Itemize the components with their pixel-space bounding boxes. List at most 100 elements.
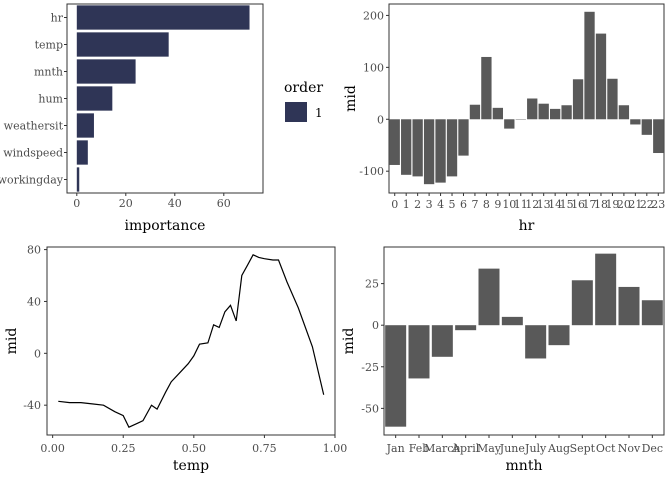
mnth-bar [641, 300, 663, 326]
x-tick-label: Feb [409, 442, 430, 455]
legend-label: 1 [315, 106, 323, 120]
x-tick-label: 1.00 [323, 442, 348, 455]
hr-bar [401, 119, 412, 175]
x-tick-label: 17 [583, 198, 597, 211]
x-tick-label: March [424, 442, 460, 455]
hr-bar [423, 119, 435, 185]
x-tick-label: 10 [502, 198, 516, 211]
mnth-bar [385, 325, 407, 427]
x-tick-label: 11 [514, 198, 528, 211]
hr-bar [504, 119, 515, 129]
x-tick-label: 18 [594, 198, 608, 211]
x-tick-label: 12 [525, 198, 539, 211]
y-tick-label: -25 [361, 361, 379, 374]
panel-border [66, 3, 264, 194]
x-axis-title: temp [173, 458, 209, 474]
importance-bar [76, 113, 94, 138]
y-tick-label: -50 [361, 402, 379, 415]
y-tick-label: 25 [365, 278, 379, 291]
y-tick-label: hum [38, 93, 63, 106]
importance-legend: order 1 [284, 80, 323, 122]
x-tick-label: 40 [168, 197, 182, 210]
y-tick-label: 40 [27, 295, 41, 308]
x-tick-label: 19 [605, 198, 619, 211]
hr-bar [435, 119, 446, 183]
y-tick-label: 200 [363, 9, 384, 22]
x-tick-label: 20 [119, 197, 133, 210]
hr-bar [389, 119, 400, 165]
hr-bar [458, 119, 469, 156]
hr-bar [549, 108, 561, 120]
mnth-bar [571, 280, 593, 326]
y-tick-label: 0 [34, 347, 41, 360]
mnth-bar [455, 325, 477, 331]
x-tick-label: 60 [217, 197, 231, 210]
temp-panel: -40 0 40 80 0.00 0.25 0.50 0.75 1.00 temp mid [4, 244, 347, 474]
importance-bar [76, 167, 80, 192]
x-tick-label: 8 [483, 198, 490, 211]
panel-border [383, 246, 665, 436]
x-axis-title: importance [125, 218, 206, 234]
mnth-bar [408, 325, 430, 379]
y-tick-label: -100 [359, 165, 384, 178]
hr-bar [412, 119, 423, 177]
x-tick-label: 15 [560, 198, 574, 211]
y-tick-label: weathersit [4, 120, 64, 133]
importance-bar [76, 5, 250, 30]
x-tick-label: 3 [426, 198, 433, 211]
mnth-bar [478, 268, 500, 326]
importance-panel: hr temp mnth hum weathersit windspeed workingd… [0, 3, 264, 234]
y-tick-label: 0 [372, 319, 379, 332]
hr-bar [527, 98, 538, 120]
x-tick-label: 22 [640, 198, 654, 211]
panel-border [388, 3, 665, 194]
hr-bar [653, 119, 664, 154]
x-tick-label: Oct [596, 442, 616, 455]
x-tick-label: 7 [471, 198, 478, 211]
mnth-bar [548, 325, 570, 346]
hr-bar [446, 119, 458, 177]
x-tick-label: May [477, 442, 502, 455]
hr-bar [607, 78, 618, 120]
hr-bar [492, 107, 504, 120]
x-tick-label: 23 [651, 198, 665, 211]
x-tick-label: 0 [391, 198, 398, 211]
importance-bar [76, 32, 169, 57]
x-tick-label: Aug [547, 442, 570, 455]
x-tick-label: 0.75 [252, 442, 277, 455]
x-tick-label: Sept [570, 442, 596, 455]
legend-key [285, 102, 307, 122]
x-axis-title: hr [519, 218, 535, 234]
hr-bar [584, 11, 595, 120]
x-tick-label: 1 [403, 198, 410, 211]
panel-border [46, 246, 336, 436]
x-tick-label: 0.25 [111, 442, 136, 455]
x-tick-label: 2 [414, 198, 421, 211]
x-axis-title: mnth [506, 458, 543, 474]
hr-bar [469, 104, 481, 120]
x-tick-label: 0.50 [182, 442, 207, 455]
x-tick-label: 21 [628, 198, 642, 211]
x-tick-label: April [451, 442, 480, 455]
hr-bar [630, 119, 641, 125]
hr-bar [481, 56, 492, 120]
legend-title: order [284, 80, 323, 96]
x-tick-label: Dec [642, 442, 664, 455]
mnth-bar [595, 253, 617, 326]
mnth-bar [431, 325, 453, 357]
importance-bar [76, 86, 113, 111]
y-tick-label: hr [51, 12, 64, 25]
x-tick-label: July [524, 442, 547, 455]
x-tick-label: 14 [548, 198, 562, 211]
mnth-bar [501, 316, 523, 326]
y-tick-label: 100 [363, 61, 384, 74]
y-tick-label: 80 [27, 244, 41, 257]
y-tick-label: 0 [377, 113, 384, 126]
x-tick-label: 20 [617, 198, 631, 211]
x-tick-label: 9 [494, 198, 501, 211]
mnth-bar [618, 286, 640, 326]
x-tick-label: 13 [537, 198, 551, 211]
